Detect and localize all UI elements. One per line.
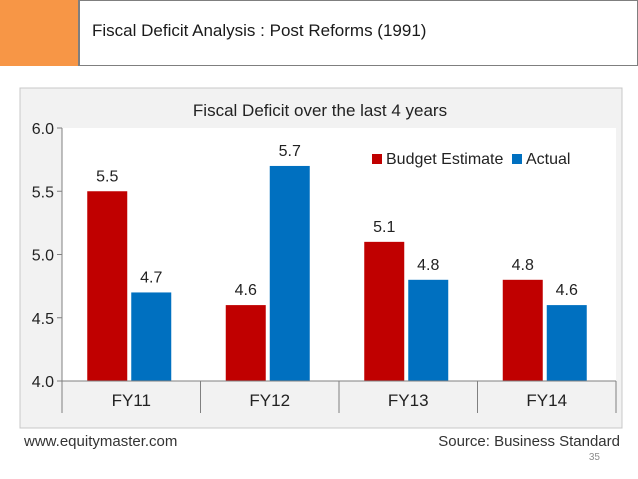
bar-value-label: 5.5 [96, 168, 118, 185]
x-tick-label: FY13 [388, 391, 429, 410]
slide-header: Fiscal Deficit Analysis : Post Reforms (… [80, 0, 638, 66]
y-tick-label: 5.0 [32, 248, 54, 265]
bar-value-label: 5.7 [279, 143, 301, 160]
bar-value-label: 4.6 [556, 282, 578, 299]
header-accent-block [0, 0, 80, 66]
bar-budget-estimate [225, 305, 266, 381]
bar-value-label: 4.8 [417, 257, 439, 274]
x-axis: FY11 FY12 FY13 FY14 [61, 380, 617, 413]
legend-label: Actual [526, 151, 570, 168]
y-tick-label: 4.5 [32, 311, 54, 328]
bar-budget-estimate [502, 279, 543, 381]
page-number: 35 [588, 452, 600, 463]
y-axis: 4.0 4.5 5.0 5.5 6.0 [32, 121, 63, 391]
x-tick-label: FY11 [112, 391, 151, 410]
bar-chart: Fiscal Deficit over the last 4 years 4.0… [19, 87, 623, 450]
x-tick-label: FY14 [526, 391, 567, 410]
bar-budget-estimate [87, 191, 128, 381]
bar-actual [546, 305, 587, 381]
bars-group: 5.5 4.6 5.1 4.8 4.7 5.7 4.8 4.6 [87, 143, 587, 381]
footer-source-credit: Source: Business Standard [438, 433, 620, 450]
footer-source-site: www.equitymaster.com [23, 433, 177, 450]
x-tick-label: FY12 [249, 391, 290, 410]
legend-swatch [372, 154, 382, 164]
chart-title: Fiscal Deficit over the last 4 years [193, 101, 447, 120]
slide-title: Fiscal Deficit Analysis : Post Reforms (… [92, 21, 427, 40]
bar-value-label: 4.7 [140, 269, 162, 286]
bar-actual [408, 279, 449, 381]
legend: Budget Estimate Actual [372, 151, 570, 168]
bar-actual [269, 165, 310, 381]
bar-value-label: 4.8 [512, 257, 534, 274]
bar-budget-estimate [364, 241, 405, 381]
y-tick-label: 6.0 [32, 121, 54, 138]
bar-value-label: 4.6 [235, 282, 257, 299]
y-tick-label: 4.0 [32, 374, 54, 391]
y-tick-label: 5.5 [32, 184, 54, 201]
legend-label: Budget Estimate [386, 151, 504, 168]
chart-area: Fiscal Deficit over the last 4 years 4.0… [0, 72, 638, 456]
bar-actual [131, 292, 172, 381]
bar-value-label: 5.1 [373, 219, 395, 236]
legend-swatch [512, 154, 522, 164]
